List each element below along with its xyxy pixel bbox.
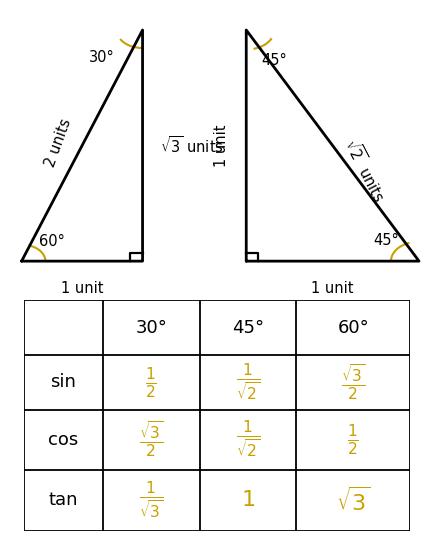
Text: 1 unit: 1 unit — [61, 281, 103, 296]
Text: 1 unit: 1 unit — [214, 124, 229, 167]
Text: 45°: 45° — [374, 233, 400, 248]
Text: tan: tan — [49, 492, 78, 509]
Text: $\frac{1}{\sqrt{2}}$: $\frac{1}{\sqrt{2}}$ — [235, 362, 260, 403]
Text: sin: sin — [51, 373, 76, 391]
Text: $\sqrt{3}$: $\sqrt{3}$ — [336, 486, 371, 515]
Text: $\frac{1}{2}$: $\frac{1}{2}$ — [347, 422, 359, 457]
Text: $\frac{\sqrt{3}}{2}$: $\frac{\sqrt{3}}{2}$ — [341, 363, 366, 402]
Text: $\frac{\sqrt{3}}{2}$: $\frac{\sqrt{3}}{2}$ — [139, 420, 164, 459]
Text: 30°: 30° — [135, 318, 167, 337]
Text: $\sqrt{2}$  units: $\sqrt{2}$ units — [340, 135, 391, 205]
Text: cos: cos — [48, 431, 79, 449]
Text: $\frac{1}{\sqrt{3}}$: $\frac{1}{\sqrt{3}}$ — [139, 480, 164, 521]
Text: 30°: 30° — [89, 49, 114, 64]
Text: 60°: 60° — [337, 318, 369, 337]
Text: 1 unit: 1 unit — [311, 281, 354, 296]
Text: $\sqrt{3}$ units: $\sqrt{3}$ units — [160, 135, 224, 156]
Text: 2 units: 2 units — [43, 116, 74, 169]
Text: 45°: 45° — [261, 53, 287, 68]
Text: 60°: 60° — [39, 234, 65, 249]
Text: $\frac{1}{2}$: $\frac{1}{2}$ — [146, 365, 157, 400]
Text: 45°: 45° — [232, 318, 264, 337]
Text: $1$: $1$ — [241, 490, 255, 510]
Text: $\frac{1}{\sqrt{2}}$: $\frac{1}{\sqrt{2}}$ — [235, 419, 260, 460]
